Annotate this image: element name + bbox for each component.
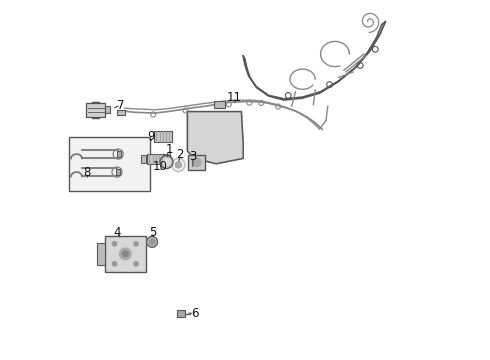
FancyBboxPatch shape <box>86 103 105 117</box>
Text: 3: 3 <box>189 150 196 163</box>
Text: 4: 4 <box>114 226 121 239</box>
FancyBboxPatch shape <box>116 169 120 175</box>
Text: 10: 10 <box>153 160 168 173</box>
Text: 1: 1 <box>166 143 173 156</box>
Text: 11: 11 <box>227 91 242 104</box>
FancyBboxPatch shape <box>117 151 121 157</box>
FancyBboxPatch shape <box>141 155 147 163</box>
Circle shape <box>160 156 173 168</box>
Circle shape <box>134 262 138 266</box>
Text: 8: 8 <box>84 166 91 179</box>
FancyBboxPatch shape <box>98 243 104 265</box>
FancyBboxPatch shape <box>104 236 146 272</box>
FancyBboxPatch shape <box>188 155 205 170</box>
FancyBboxPatch shape <box>154 131 171 142</box>
Circle shape <box>112 242 117 246</box>
Circle shape <box>122 251 128 257</box>
Circle shape <box>193 158 201 167</box>
FancyBboxPatch shape <box>105 106 110 113</box>
Circle shape <box>120 248 131 260</box>
Circle shape <box>112 262 117 266</box>
FancyBboxPatch shape <box>176 310 185 317</box>
Bar <box>69 137 149 191</box>
Text: 9: 9 <box>147 130 155 143</box>
Circle shape <box>149 239 155 245</box>
Circle shape <box>163 158 170 166</box>
Polygon shape <box>243 22 386 100</box>
FancyBboxPatch shape <box>117 110 125 115</box>
Circle shape <box>175 162 182 168</box>
Text: 6: 6 <box>191 307 198 320</box>
Text: 2: 2 <box>176 148 184 161</box>
FancyBboxPatch shape <box>147 154 168 164</box>
Polygon shape <box>187 112 243 164</box>
FancyBboxPatch shape <box>215 101 225 108</box>
Text: 7: 7 <box>117 99 124 112</box>
Text: 5: 5 <box>149 226 157 239</box>
Circle shape <box>134 242 138 246</box>
Circle shape <box>147 237 157 247</box>
